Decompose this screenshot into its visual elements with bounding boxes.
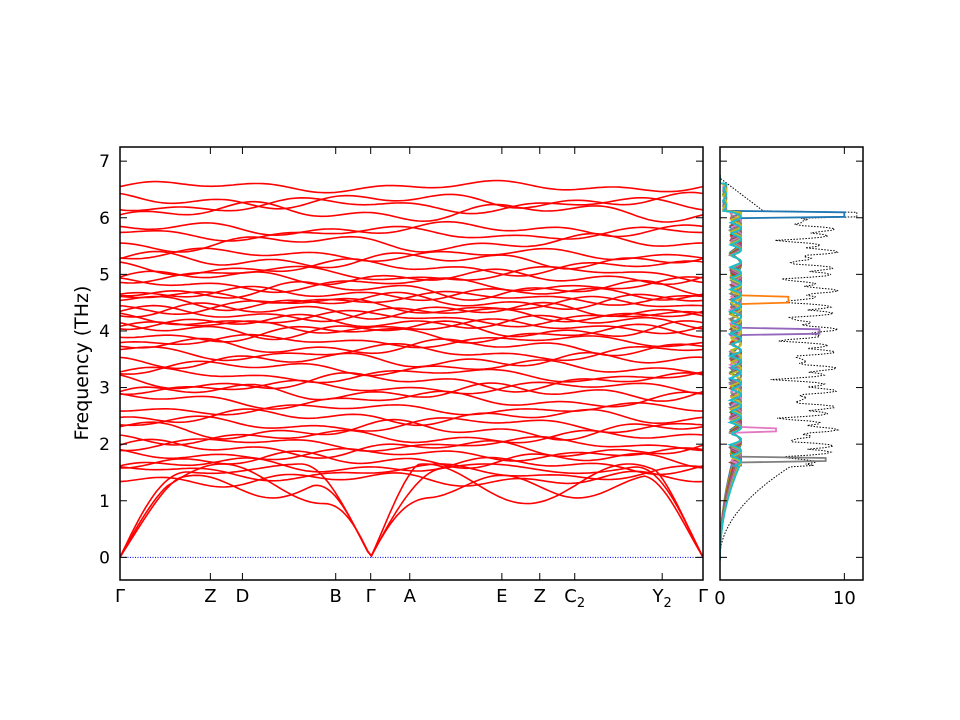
- band-lines: [120, 179, 703, 558]
- optical-branch: [120, 179, 703, 194]
- optical-branch: [120, 323, 703, 344]
- band-x-ticks: Γ Z D B Γ A E Z C2 Y2 Γ: [115, 586, 708, 611]
- band-x-tick-label: C2: [564, 586, 585, 611]
- y-axis-label: Frequency (THz): [71, 286, 93, 441]
- band-x-tick-subscript: 2: [577, 596, 585, 611]
- band-x-tick-letter: Γ: [366, 586, 376, 607]
- optical-branch: [120, 268, 703, 286]
- optical-branch: [120, 438, 703, 459]
- band-y-tick-label: 4: [99, 322, 110, 342]
- dos-x-tick-label: 10: [833, 588, 856, 609]
- band-x-tick-label: Γ: [366, 586, 376, 607]
- optical-branch: [120, 463, 703, 482]
- acoustic-branch: [120, 474, 703, 558]
- acoustic-branch: [120, 463, 703, 558]
- optical-branch: [120, 276, 703, 294]
- band-x-tick-label: E: [496, 586, 507, 607]
- optical-branch: [120, 418, 703, 441]
- high-symmetry-lines: [209, 147, 663, 580]
- band-x-tick-letter: Z: [534, 586, 546, 607]
- optical-branch: [120, 220, 703, 238]
- optical-branch: [120, 265, 703, 284]
- band-x-tick-label: A: [404, 586, 417, 607]
- dos-lines: [720, 175, 858, 561]
- optical-branch: [120, 279, 703, 301]
- band-x-tick-label: Γ: [115, 586, 125, 607]
- band-x-tick-letter: Γ: [115, 586, 125, 607]
- optical-branch: [120, 309, 703, 328]
- band-y-tick-label: 5: [99, 265, 110, 285]
- optical-branch: [120, 318, 703, 335]
- band-x-tick-label: Z: [534, 586, 546, 607]
- dos-ticks: 0 10: [714, 147, 863, 609]
- optical-branch: [120, 258, 703, 277]
- optical-branch: [120, 401, 703, 416]
- band-x-tick-label: Γ: [698, 586, 708, 607]
- optical-branch: [120, 313, 703, 331]
- band-x-tick-label: D: [235, 586, 249, 607]
- band-y-tick-label: 2: [99, 435, 110, 455]
- optical-branch: [120, 320, 703, 341]
- optical-branch: [120, 232, 703, 253]
- band-x-tick-label: B: [330, 586, 342, 607]
- band-x-tick-letter: B: [330, 586, 342, 607]
- band-y-tick-label: 0: [99, 548, 110, 568]
- optical-branch: [120, 470, 703, 488]
- optical-branch: [120, 200, 703, 223]
- optical-branch: [120, 359, 703, 377]
- band-y-tick-label: 6: [99, 209, 110, 229]
- partial-dos-line: [720, 175, 827, 561]
- optical-branch: [120, 408, 703, 427]
- optical-branch: [120, 379, 703, 396]
- optical-branch: [120, 225, 703, 242]
- acoustic-branch: [120, 463, 703, 558]
- dos-panel: 0 10: [714, 146, 864, 609]
- partial-dos-line: [720, 175, 743, 561]
- optical-branch: [120, 285, 703, 302]
- band-x-tick-letter: D: [235, 586, 249, 607]
- band-x-tick-subscript: 2: [664, 596, 672, 611]
- band-x-tick-letter: E: [496, 586, 507, 607]
- optical-branch: [120, 295, 703, 315]
- optical-branch: [120, 351, 703, 370]
- band-y-ticks: 0 1 2 3 4 5 6 7: [99, 152, 703, 568]
- band-y-tick-label: 7: [99, 152, 110, 172]
- dos-frame: [719, 146, 864, 581]
- band-x-tick-letter: C: [564, 586, 577, 607]
- band-x-tick-label: Z: [204, 586, 216, 607]
- optical-branch: [120, 290, 703, 306]
- optical-branch: [120, 250, 703, 270]
- band-frame: [119, 146, 704, 581]
- optical-branch: [120, 456, 703, 476]
- band-y-tick-label: 1: [99, 492, 110, 512]
- optical-branch: [120, 450, 703, 470]
- band-x-tick-label: Y2: [652, 586, 672, 611]
- optical-branch: [120, 366, 703, 384]
- optical-branch: [120, 447, 703, 462]
- optical-branch: [120, 371, 703, 393]
- band-y-tick-label: 3: [99, 379, 110, 399]
- optical-branch: [120, 429, 703, 446]
- optical-branch: [120, 291, 703, 312]
- total-dos-line: [720, 175, 858, 561]
- band-x-tick-letter: Y: [652, 586, 665, 607]
- band-x-tick-letter: A: [404, 586, 417, 607]
- band-x-tick-letter: Γ: [698, 586, 708, 607]
- dos-x-tick-label: 0: [714, 588, 725, 609]
- band-x-tick-letter: Z: [204, 586, 216, 607]
- optical-branch: [120, 191, 703, 210]
- optical-branch: [120, 333, 703, 349]
